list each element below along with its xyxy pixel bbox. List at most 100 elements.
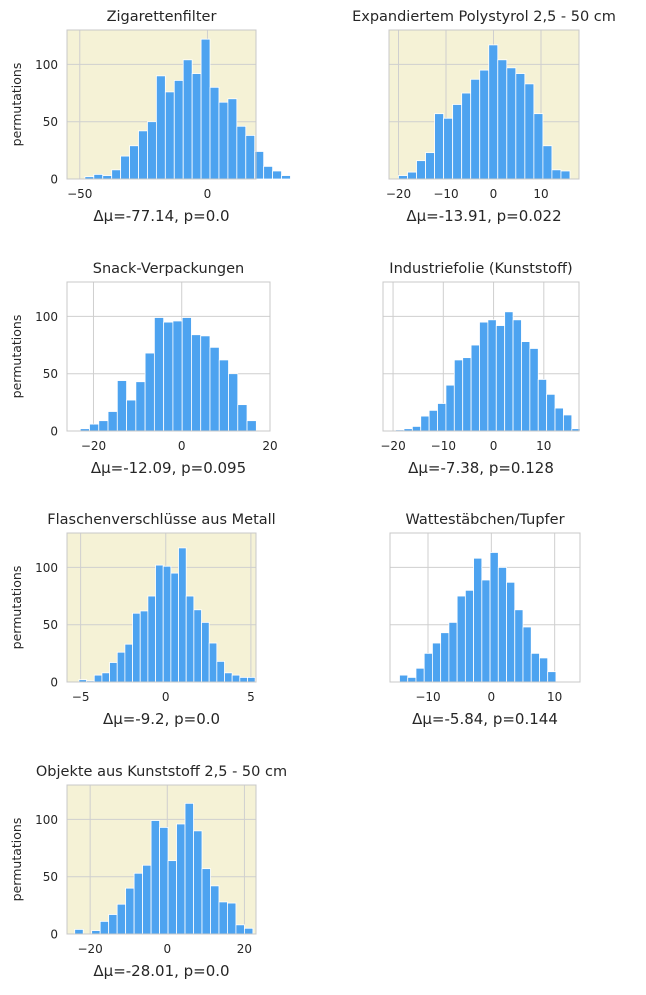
histogram-bar: [236, 125, 247, 180]
x-tick-label: −20: [81, 439, 106, 453]
x-tick-label: 10: [536, 439, 551, 453]
histogram-bar: [155, 75, 166, 180]
panel-expandiertem-polystyrol: Expandiertem Polystyrol 2,5 - 50 cm −20 −1…: [352, 9, 616, 225]
x-tick-label: 20: [262, 439, 277, 453]
histogram-bar: [144, 352, 155, 432]
histogram-bar: [201, 868, 211, 935]
histogram-bar: [515, 73, 526, 180]
x-tick-label: 20: [237, 942, 252, 956]
histogram-bar: [399, 674, 409, 683]
histogram-bar: [495, 325, 506, 432]
x-tick-label: 5: [247, 690, 255, 704]
histogram-bar: [448, 622, 458, 683]
x-axis-label: Δμ=-13.91, p=0.022: [406, 207, 561, 225]
plot-frame: [66, 532, 257, 683]
histogram-bar: [89, 423, 100, 432]
x-tick-label: −20: [386, 187, 411, 201]
histogram-bar: [488, 44, 499, 180]
x-tick-label: 0: [490, 439, 498, 453]
panel-industriefolie: Industriefolie (Kunststoff) −20 −10 0 10 Δμ=-…: [380, 261, 581, 477]
histogram-bar: [74, 929, 84, 935]
x-tick-label: 10: [547, 690, 562, 704]
histogram-bar: [172, 320, 183, 432]
histogram-bar: [506, 67, 517, 180]
histogram-bar: [461, 92, 472, 180]
histogram-bar: [497, 566, 507, 683]
histogram-bar: [416, 160, 426, 180]
histogram-bar: [126, 399, 137, 432]
histogram-bar: [473, 557, 483, 683]
histogram-bar: [452, 104, 463, 180]
y-tick-label: 100: [35, 58, 58, 72]
x-axis-label: Δμ=-12.09, p=0.095: [91, 459, 246, 477]
histogram-bar: [218, 901, 228, 935]
histogram-bar: [481, 579, 491, 683]
y-tick-label: 0: [50, 425, 58, 439]
y-tick-label: 50: [43, 367, 58, 381]
histogram-bar: [464, 589, 475, 683]
plot-frame: [389, 532, 581, 683]
chart-title: Expandiertem Polystyrol 2,5 - 50 cm: [352, 9, 616, 25]
histogram-bar: [132, 612, 141, 683]
histogram-bar: [237, 404, 248, 432]
histogram-bar: [162, 565, 172, 683]
histogram-bar: [200, 335, 211, 432]
histogram-bar: [272, 170, 282, 180]
histogram-bar: [462, 357, 472, 432]
histogram-bar: [487, 319, 497, 432]
histogram-bar: [420, 415, 430, 432]
x-tick-label: 0: [163, 942, 171, 956]
histogram-bar: [181, 317, 192, 432]
y-axis-label: permutations: [9, 818, 24, 902]
histogram-bar: [138, 130, 148, 180]
y-tick-label: 0: [50, 173, 58, 187]
histogram-bar: [443, 117, 454, 180]
histogram-bar: [407, 171, 417, 180]
x-axis-label: Δμ=-7.38, p=0.128: [408, 459, 554, 477]
histogram-bar: [224, 672, 233, 683]
panel-zigarettenfilter: Zigarettenfilter −50 0 0 50 100 permutations Δμ…: [9, 9, 291, 225]
histogram-bar: [470, 78, 481, 180]
chart-title: Objekte aus Kunststoff 2,5 - 50 cm: [36, 764, 287, 780]
histogram-bar: [281, 175, 291, 180]
histogram-bar: [479, 321, 489, 432]
y-tick-label: 0: [50, 676, 58, 690]
histogram-bar: [178, 547, 187, 683]
chart-title: Zigarettenfilter: [107, 9, 217, 25]
x-tick-label: 0: [488, 690, 496, 704]
histogram-bar: [191, 334, 202, 432]
chart-title: Snack-Verpackungen: [93, 261, 244, 277]
histogram-bar: [470, 344, 480, 432]
x-axis-label: Δμ=-5.84, p=0.144: [412, 710, 558, 728]
histogram-bar: [193, 830, 203, 935]
histogram-bar: [231, 674, 241, 683]
x-tick-label: −10: [415, 690, 440, 704]
y-tick-label: 100: [35, 310, 58, 324]
histogram-bar: [407, 677, 417, 683]
histogram-bar: [102, 175, 113, 180]
x-tick-label: 0: [204, 187, 212, 201]
histogram-bar: [254, 151, 265, 180]
x-axis-label: Δμ=-9.2, p=0.0: [103, 710, 220, 728]
x-tick-label: −5: [72, 690, 90, 704]
histogram-bar: [529, 348, 539, 432]
x-axis-label: Δμ=-28.01, p=0.0: [93, 962, 229, 980]
histogram-bar: [176, 823, 186, 935]
chart-title: Industriefolie (Kunststoff): [389, 261, 572, 277]
histogram-bar: [453, 359, 464, 432]
histogram-bar: [546, 393, 556, 432]
chart-title: Flaschenverschlüsse aus Metall: [47, 512, 275, 528]
histogram-bar: [504, 311, 514, 432]
histogram-bar: [120, 155, 130, 180]
histogram-bar: [170, 572, 179, 683]
histogram-bar: [142, 864, 152, 935]
chart-title: Wattestäbchen/Tupfer: [405, 512, 564, 528]
y-tick-label: 50: [43, 618, 58, 632]
histogram-bar: [135, 381, 146, 432]
histogram-bar: [506, 581, 516, 683]
histogram-bar: [246, 420, 257, 432]
histogram-bar: [227, 98, 238, 180]
histogram-bar: [91, 930, 101, 935]
panel-snack-verpackungen: Snack-Verpackungen −20 0 20 0 50 100 permutatio…: [9, 261, 278, 477]
histogram-bar: [542, 145, 553, 180]
